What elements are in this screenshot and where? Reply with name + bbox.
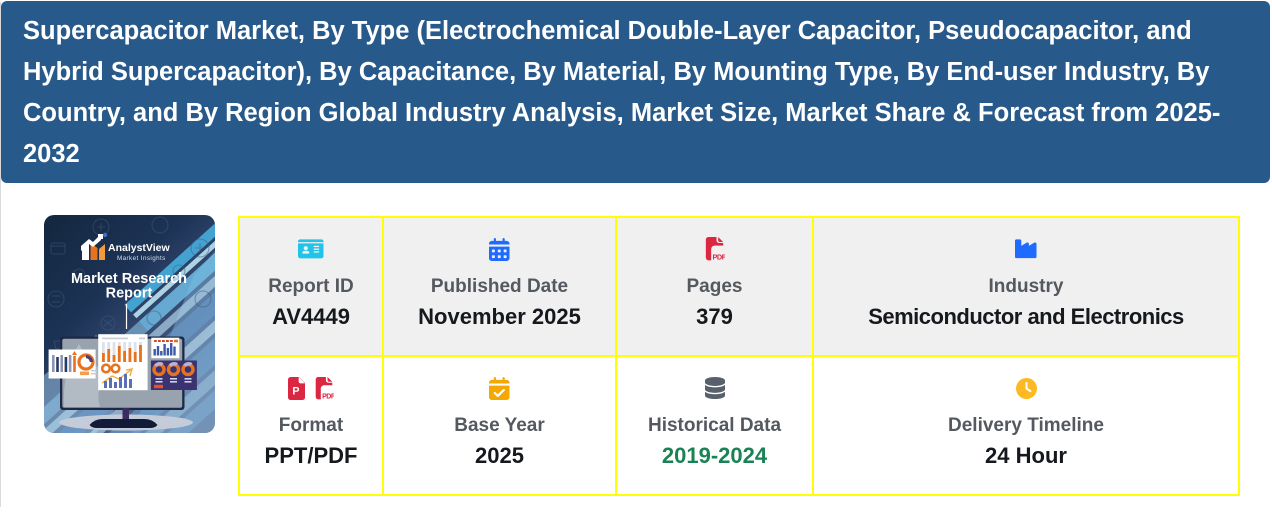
svg-text:PDF: PDF (713, 253, 726, 261)
svg-text:Report: Report (106, 286, 153, 302)
svg-text:Market Insights: Market Insights (117, 255, 166, 262)
svg-text:P: P (292, 385, 299, 397)
svg-text:AnalystView: AnalystView (108, 242, 170, 254)
svg-text:PDF: PDF (322, 393, 334, 399)
svg-text:Market Research: Market Research (71, 271, 187, 287)
